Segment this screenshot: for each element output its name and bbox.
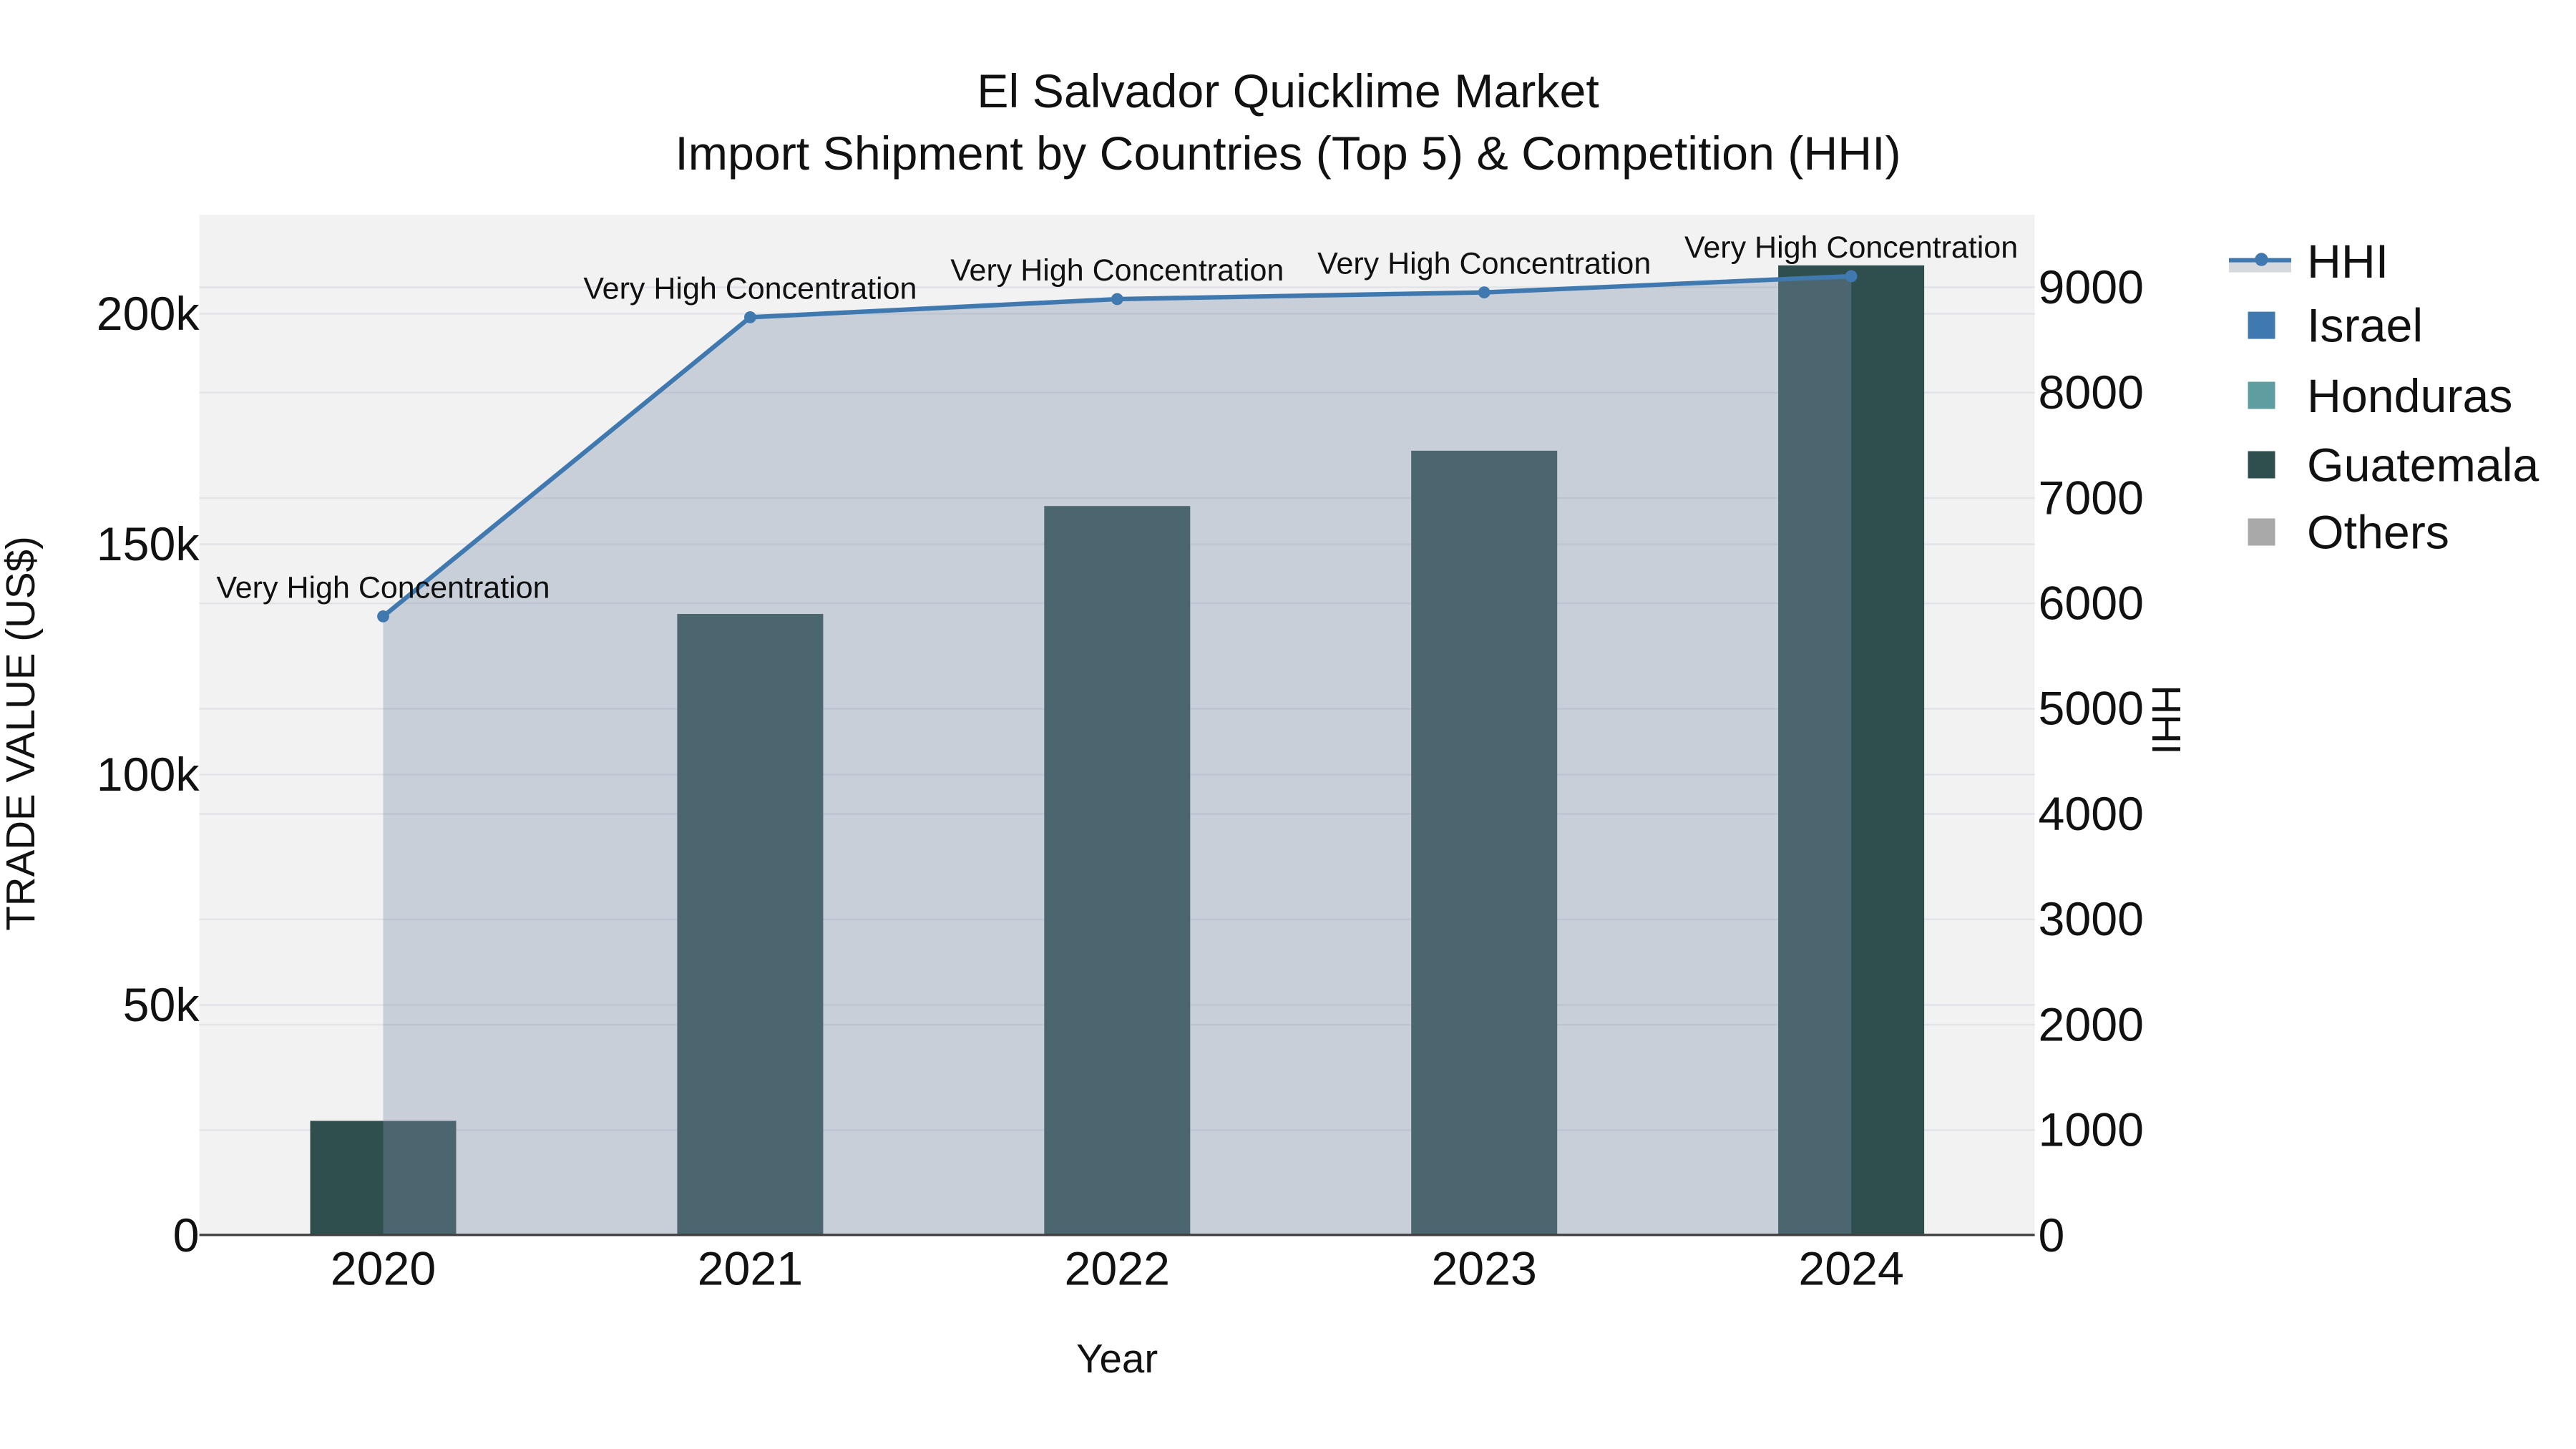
svg-text:El Salvador Quicklime Market: El Salvador Quicklime Market: [977, 65, 1599, 118]
svg-text:Honduras: Honduras: [2307, 370, 2512, 423]
svg-text:5000: 5000: [2039, 683, 2145, 736]
svg-text:0: 0: [173, 1209, 200, 1262]
svg-text:HHI: HHI: [2307, 235, 2389, 288]
svg-text:200k: 200k: [97, 288, 200, 341]
svg-text:2023: 2023: [1431, 1243, 1537, 1296]
svg-text:0: 0: [2039, 1209, 2065, 1262]
svg-text:3000: 3000: [2039, 893, 2145, 946]
svg-text:2000: 2000: [2039, 998, 2145, 1051]
svg-text:Guatemala: Guatemala: [2307, 439, 2539, 492]
svg-text:HHI: HHI: [2144, 685, 2189, 754]
svg-text:Others: Others: [2307, 507, 2449, 560]
svg-text:7000: 7000: [2039, 472, 2145, 525]
svg-text:8000: 8000: [2039, 366, 2145, 419]
svg-text:4000: 4000: [2039, 788, 2145, 841]
svg-text:TRADE VALUE (US$): TRADE VALUE (US$): [0, 536, 43, 931]
svg-text:9000: 9000: [2039, 261, 2145, 314]
svg-text:Very High Concentration: Very High Concentration: [583, 271, 917, 306]
svg-text:2022: 2022: [1065, 1243, 1171, 1296]
svg-text:1000: 1000: [2039, 1104, 2145, 1157]
svg-text:2024: 2024: [1798, 1243, 1904, 1296]
svg-text:50k: 50k: [123, 979, 200, 1032]
svg-text:6000: 6000: [2039, 577, 2145, 630]
svg-text:Year: Year: [1076, 1336, 1158, 1381]
svg-text:Very High Concentration: Very High Concentration: [216, 570, 550, 605]
svg-text:150k: 150k: [97, 518, 200, 571]
svg-text:Very High Concentration: Very High Concentration: [950, 253, 1284, 288]
svg-text:100k: 100k: [97, 748, 200, 801]
svg-text:Very High Concentration: Very High Concentration: [1317, 247, 1651, 281]
svg-text:Very High Concentration: Very High Concentration: [1684, 230, 2018, 265]
svg-text:Israel: Israel: [2307, 300, 2423, 353]
svg-text:2020: 2020: [331, 1243, 436, 1296]
svg-text:2021: 2021: [698, 1243, 804, 1296]
svg-text:Import Shipment by Countries (: Import Shipment by Countries (Top 5) & C…: [675, 127, 1901, 180]
